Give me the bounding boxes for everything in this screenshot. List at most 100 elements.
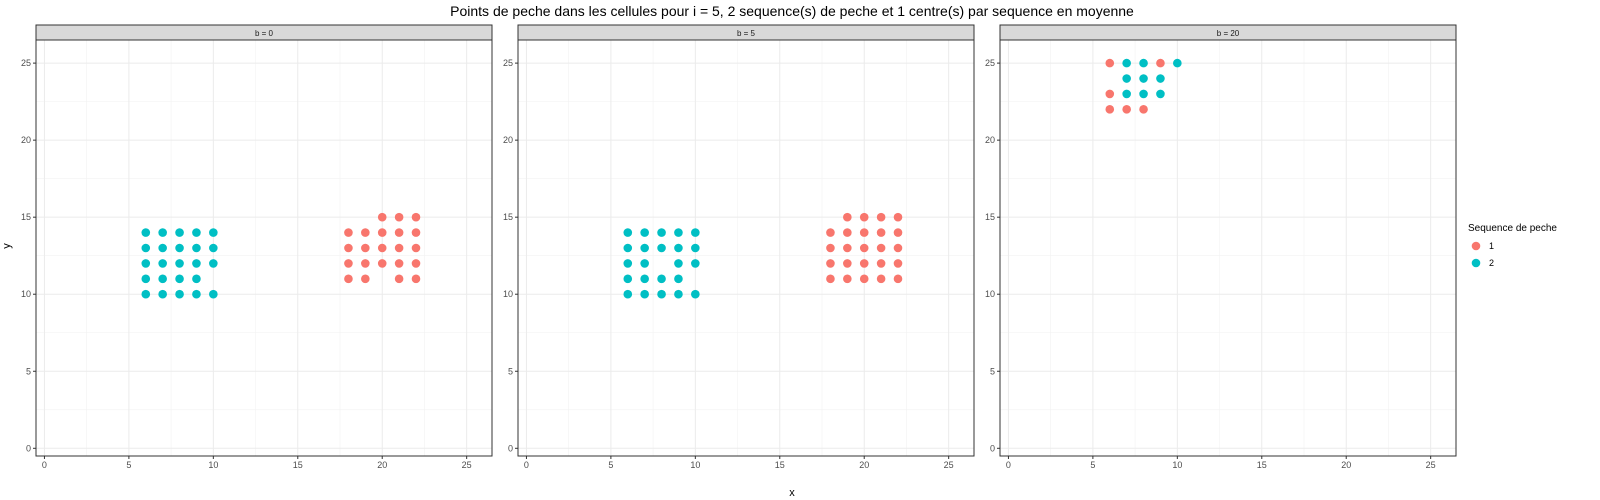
- data-point-series-2: [175, 289, 184, 299]
- data-point-series-1: [893, 212, 903, 222]
- x-tick-label: 10: [1172, 460, 1182, 470]
- data-point-series-1: [361, 259, 370, 268]
- data-point-series-2: [141, 259, 151, 268]
- data-point-series-1: [394, 243, 404, 253]
- data-point-series-1: [893, 228, 903, 237]
- data-point-series-2: [209, 228, 218, 237]
- data-point-series-1: [826, 228, 835, 237]
- data-point-series-2: [623, 289, 633, 299]
- data-point-series-2: [209, 243, 218, 253]
- x-tick-label: 20: [377, 460, 387, 470]
- data-point-series-2: [1139, 74, 1148, 83]
- data-point-series-1: [411, 259, 421, 268]
- legend-label: 1: [1489, 241, 1494, 251]
- x-tick-label: 15: [1257, 460, 1267, 470]
- data-point-series-1: [411, 243, 421, 253]
- data-point-series-2: [640, 259, 649, 268]
- x-tick-label: 5: [608, 460, 613, 470]
- data-point-series-1: [361, 243, 370, 253]
- data-point-series-2: [1122, 89, 1131, 99]
- x-tick-label: 0: [1006, 460, 1011, 470]
- x-tick-label: 5: [126, 460, 131, 470]
- data-point-series-2: [691, 289, 700, 299]
- data-point-series-1: [843, 243, 852, 253]
- data-point-series-2: [674, 289, 683, 299]
- data-point-series-2: [640, 228, 649, 237]
- y-tick-label: 5: [990, 366, 995, 376]
- y-tick-label: 10: [503, 289, 513, 299]
- data-point-series-1: [1105, 89, 1115, 99]
- data-point-series-2: [141, 228, 151, 237]
- data-point-series-1: [893, 274, 903, 284]
- data-point-series-1: [876, 274, 886, 284]
- data-point-series-2: [158, 274, 167, 284]
- data-point-series-2: [192, 289, 201, 299]
- y-tick-label: 0: [508, 443, 513, 453]
- x-tick-label: 25: [462, 460, 472, 470]
- data-point-series-2: [640, 274, 649, 284]
- x-tick-label: 5: [1090, 460, 1095, 470]
- data-point-series-1: [876, 259, 886, 268]
- y-tick-label: 20: [503, 135, 513, 145]
- data-point-series-1: [394, 212, 404, 222]
- data-point-series-1: [377, 259, 387, 268]
- data-point-series-1: [377, 228, 387, 237]
- data-point-series-1: [843, 228, 852, 237]
- data-point-series-1: [1156, 58, 1165, 68]
- legend-key-series-1: [1471, 241, 1481, 251]
- data-point-series-1: [344, 259, 353, 268]
- panel-border: [999, 39, 1457, 457]
- panel-background: [518, 40, 974, 456]
- data-point-series-1: [826, 243, 835, 253]
- data-point-series-2: [141, 274, 151, 284]
- data-point-series-1: [843, 212, 852, 222]
- data-point-series-2: [657, 228, 666, 237]
- data-point-series-1: [1105, 105, 1115, 114]
- data-point-series-2: [691, 228, 700, 237]
- facet-strip-label: b = 5: [737, 29, 756, 38]
- data-point-series-1: [843, 259, 852, 268]
- data-point-series-2: [192, 228, 201, 237]
- y-tick-label: 20: [21, 135, 31, 145]
- data-point-series-1: [377, 212, 387, 222]
- data-point-series-2: [192, 274, 201, 284]
- data-point-series-2: [623, 243, 633, 253]
- data-point-series-2: [657, 243, 666, 253]
- y-tick-label: 5: [26, 366, 31, 376]
- facet-strip-label: b = 20: [1217, 29, 1240, 38]
- facet-strip-label: b = 0: [255, 29, 274, 38]
- data-point-series-2: [175, 243, 184, 253]
- data-point-series-2: [141, 243, 151, 253]
- y-tick-label: 10: [21, 289, 31, 299]
- data-point-series-1: [344, 243, 353, 253]
- data-point-series-1: [411, 228, 421, 237]
- y-tick-label: 20: [985, 135, 995, 145]
- facet-panels: b = 0 0 5 10 15 20 25 0 5 10 15 20 25 b = 5 0 5 10 15 20 25…: [21, 24, 1457, 470]
- y-tick-label: 25: [985, 58, 995, 68]
- data-point-series-2: [1173, 58, 1182, 68]
- legend: Sequence de peche 1 2: [1468, 223, 1557, 271]
- data-point-series-2: [158, 289, 167, 299]
- data-point-series-1: [344, 274, 353, 284]
- data-point-series-1: [876, 212, 886, 222]
- y-tick-label: 15: [21, 212, 31, 222]
- data-point-series-2: [674, 228, 683, 237]
- data-point-series-1: [1139, 105, 1148, 114]
- y-tick-label: 25: [503, 58, 513, 68]
- data-point-series-1: [411, 274, 421, 284]
- x-tick-label: 20: [1341, 460, 1351, 470]
- y-tick-label: 0: [26, 443, 31, 453]
- y-tick-label: 15: [985, 212, 995, 222]
- data-point-series-2: [192, 259, 201, 268]
- legend-key-series-2: [1471, 258, 1481, 268]
- data-point-series-1: [394, 259, 404, 268]
- x-tick-label: 25: [944, 460, 954, 470]
- data-point-series-1: [1122, 105, 1131, 114]
- data-point-series-1: [411, 212, 421, 222]
- data-point-series-2: [175, 228, 184, 237]
- x-tick-label: 15: [775, 460, 785, 470]
- data-point-series-2: [640, 289, 649, 299]
- data-point-series-2: [158, 243, 167, 253]
- x-tick-label: 0: [524, 460, 529, 470]
